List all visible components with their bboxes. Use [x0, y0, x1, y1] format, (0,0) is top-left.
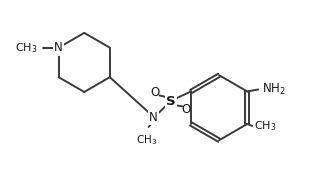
Text: CH$_3$: CH$_3$ [254, 119, 277, 133]
Text: O: O [182, 103, 191, 116]
Text: O: O [150, 86, 159, 99]
Text: N: N [149, 111, 158, 124]
Text: N: N [149, 111, 158, 124]
Text: N: N [54, 41, 63, 54]
Text: CH$_3$: CH$_3$ [136, 133, 157, 147]
Text: CH$_3$: CH$_3$ [16, 41, 38, 55]
Text: S: S [167, 95, 176, 108]
Text: NH$_2$: NH$_2$ [262, 82, 286, 97]
Text: N: N [54, 41, 63, 54]
